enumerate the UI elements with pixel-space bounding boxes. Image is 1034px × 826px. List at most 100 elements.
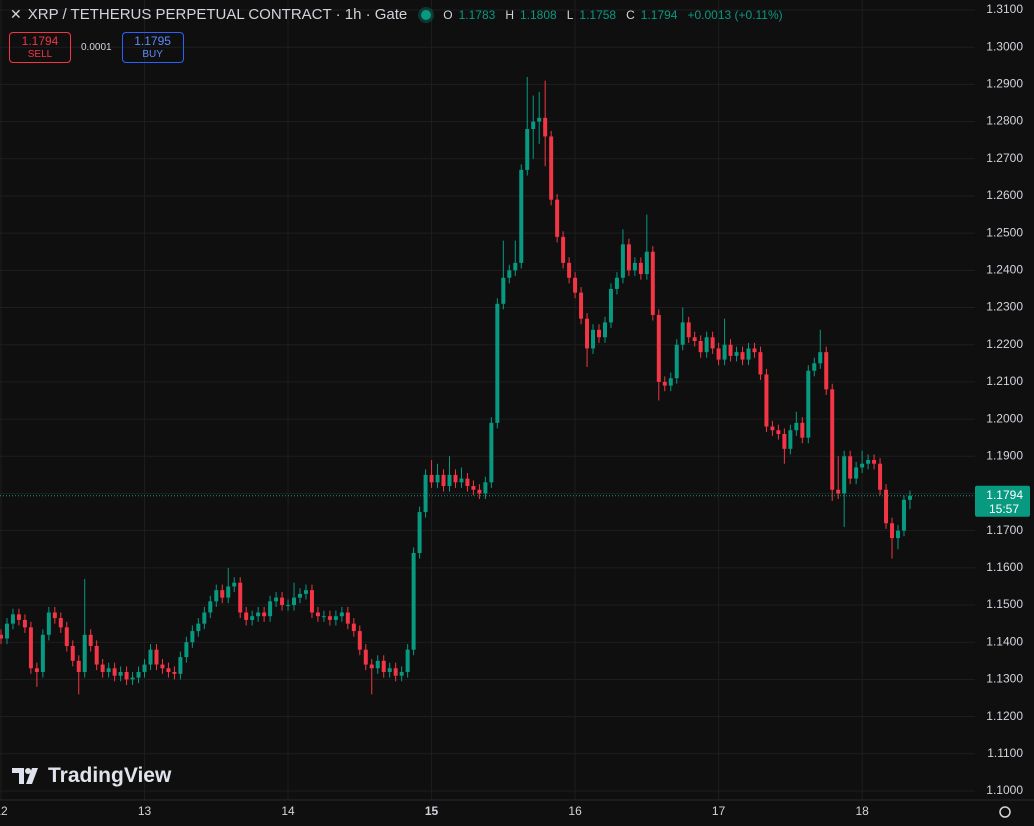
legend-key: C bbox=[626, 7, 635, 22]
candle-body bbox=[848, 456, 853, 479]
sell-price: 1.1794 bbox=[21, 33, 59, 48]
sell-button[interactable]: 1.1794 SELL bbox=[9, 32, 71, 63]
candle-body bbox=[591, 329, 596, 349]
candle-body bbox=[274, 597, 279, 602]
candle-body bbox=[483, 482, 488, 494]
candle-body bbox=[154, 649, 159, 665]
price-tag bbox=[975, 485, 1030, 517]
buy-price: 1.1795 bbox=[134, 33, 171, 48]
legend-key: O bbox=[443, 7, 453, 22]
settings-icon[interactable] bbox=[999, 806, 1011, 818]
candle-body bbox=[495, 303, 500, 423]
candle-body bbox=[441, 474, 446, 487]
candle-body bbox=[339, 612, 344, 617]
candle-body bbox=[740, 352, 745, 360]
buy-button[interactable]: 1.1795 BUY bbox=[121, 32, 184, 63]
candle-body bbox=[752, 348, 757, 353]
candle-body bbox=[555, 199, 560, 237]
legend-value: 1.1783 bbox=[458, 7, 496, 22]
y-tick-label: 1.2200 bbox=[986, 337, 1023, 351]
candle-body bbox=[76, 660, 81, 672]
candle-body bbox=[118, 671, 123, 676]
header: ✕ XRP / TETHERUS PERPETUAL CONTRACT · 1h… bbox=[10, 6, 787, 23]
candle-body bbox=[567, 262, 572, 278]
candle-body bbox=[166, 668, 171, 672]
candle-body bbox=[602, 322, 607, 338]
candle-body bbox=[22, 619, 27, 628]
candle-body bbox=[728, 344, 733, 356]
candle-body bbox=[698, 340, 703, 353]
buy-label: BUY bbox=[142, 48, 163, 60]
close-icon[interactable]: ✕ bbox=[10, 6, 22, 22]
candle-body bbox=[770, 426, 775, 431]
candle-body bbox=[842, 456, 847, 494]
candle-body bbox=[82, 634, 87, 672]
candle-body bbox=[136, 671, 141, 678]
candle-body bbox=[836, 489, 841, 494]
candle-body bbox=[794, 422, 799, 431]
candle-body bbox=[34, 668, 39, 672]
candle-body bbox=[387, 668, 392, 672]
y-tick-label: 1.2600 bbox=[986, 188, 1023, 202]
candle-body bbox=[901, 499, 906, 531]
candle-body bbox=[4, 623, 9, 639]
candle-body bbox=[513, 262, 518, 271]
x-tick-label: 12 bbox=[0, 804, 8, 818]
candle-body bbox=[226, 586, 231, 598]
candle-body bbox=[579, 292, 584, 319]
y-tick-label: 1.2700 bbox=[986, 151, 1023, 165]
candle-body bbox=[94, 645, 99, 665]
candle-body bbox=[286, 605, 291, 607]
x-tick-label: 13 bbox=[138, 804, 152, 818]
y-tick-label: 1.2900 bbox=[986, 77, 1023, 91]
sell-label: SELL bbox=[27, 48, 53, 60]
y-tick-label: 1.1200 bbox=[986, 709, 1023, 723]
candle-body bbox=[393, 668, 398, 676]
logo-icon bbox=[12, 768, 38, 784]
candle-body bbox=[489, 422, 494, 483]
candle-body bbox=[477, 489, 482, 494]
candle-body bbox=[501, 277, 506, 304]
candle-body bbox=[674, 344, 679, 379]
candle-body bbox=[650, 251, 655, 315]
trade-panel: 1.1794 SELL 0.0001 1.1795 BUY bbox=[9, 32, 184, 63]
candle-body bbox=[549, 136, 554, 200]
candle-body bbox=[614, 277, 619, 289]
candle-body bbox=[734, 352, 739, 356]
candle-body bbox=[315, 612, 320, 617]
candle-body bbox=[459, 478, 464, 483]
candle-body bbox=[405, 649, 410, 672]
candle-body bbox=[800, 422, 805, 438]
candle-body bbox=[250, 616, 255, 620]
candle-body bbox=[710, 337, 715, 349]
candle-body bbox=[256, 612, 261, 617]
candle-body bbox=[112, 668, 117, 676]
legend-key: H bbox=[505, 7, 514, 22]
candle-body bbox=[40, 634, 45, 672]
candle-body bbox=[620, 244, 625, 278]
candle-body bbox=[764, 374, 769, 427]
candle-body bbox=[830, 389, 835, 490]
candle-body bbox=[28, 627, 33, 669]
legend-key: L bbox=[566, 7, 574, 22]
candle-body bbox=[214, 590, 219, 602]
status-dot bbox=[421, 9, 432, 20]
spread: 0.0001 bbox=[81, 42, 112, 53]
candle-body bbox=[298, 593, 302, 598]
candle-body bbox=[345, 612, 350, 624]
y-tick-label: 1.2500 bbox=[986, 225, 1023, 239]
logo-text: TradingView bbox=[48, 764, 172, 787]
candle-body bbox=[52, 612, 57, 619]
candle-body bbox=[64, 627, 69, 646]
candle-body bbox=[824, 352, 829, 390]
candle-body bbox=[357, 631, 362, 650]
candle-body bbox=[722, 344, 727, 360]
candle-body bbox=[184, 642, 189, 658]
candle-body bbox=[507, 270, 512, 278]
candle-body bbox=[160, 664, 165, 669]
candle-body bbox=[878, 463, 883, 490]
candle-body bbox=[381, 660, 386, 672]
candle-body bbox=[172, 671, 177, 674]
candle-body bbox=[872, 460, 877, 464]
